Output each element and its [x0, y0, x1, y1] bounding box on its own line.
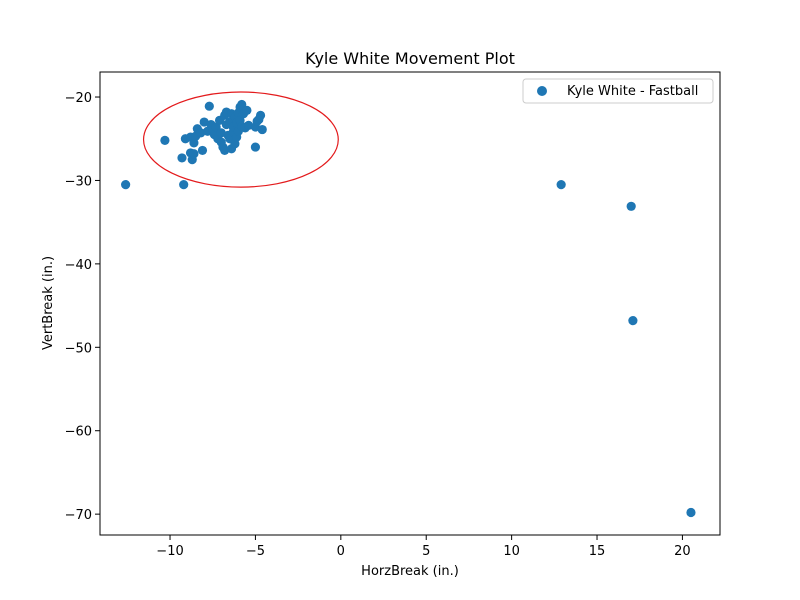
chart-title: Kyle White Movement Plot — [305, 49, 515, 68]
x-tick-label: 10 — [503, 544, 520, 559]
y-tick-label: −60 — [65, 425, 92, 440]
x-tick-label: 0 — [337, 544, 345, 559]
y-axis-label: VertBreak (in.) — [41, 256, 56, 350]
x-axis-label: HorzBreak (in.) — [361, 564, 459, 579]
legend-label: Kyle White - Fastball — [567, 84, 698, 99]
data-point — [179, 180, 189, 190]
data-point — [686, 507, 696, 518]
x-tick-label: 15 — [589, 544, 606, 559]
legend: Kyle White - Fastball — [522, 78, 714, 104]
data-point — [197, 145, 208, 156]
y-tick-label: −30 — [65, 174, 92, 189]
y-tick-label: −50 — [65, 341, 92, 356]
data-point — [626, 201, 636, 211]
axes-frame — [99, 71, 721, 536]
legend-marker — [537, 86, 547, 96]
data-point — [242, 105, 252, 115]
data-point — [160, 135, 170, 146]
data-point — [177, 153, 187, 163]
data-point — [121, 180, 131, 190]
data-point — [250, 142, 261, 152]
data-point — [556, 180, 566, 190]
x-tick-label: 20 — [674, 544, 691, 559]
data-point — [628, 316, 638, 326]
y-tick-label: −40 — [65, 258, 92, 273]
data-point — [204, 101, 214, 111]
x-tick-label: −5 — [246, 544, 265, 559]
x-tick-label: 5 — [422, 544, 430, 559]
y-tick-label: −20 — [65, 91, 92, 106]
legend-box — [522, 78, 714, 104]
data-point — [189, 149, 199, 159]
plot-area: −10 −5 0 5 10 15 20−70−60−50−40−30−20 — [65, 71, 721, 559]
cluster-ellipse — [142, 91, 339, 188]
x-tick-label: −10 — [156, 544, 183, 559]
data-point — [257, 124, 267, 135]
data-point — [255, 110, 266, 120]
y-tick-label: −70 — [65, 508, 92, 523]
